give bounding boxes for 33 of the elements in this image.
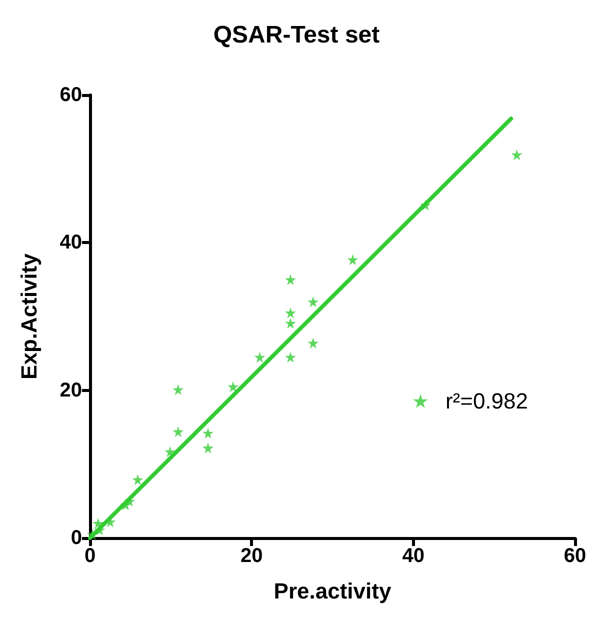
point (86, 528, 98, 540)
x-tick-label: 40 (402, 545, 424, 567)
point (284, 318, 296, 329)
x-axis-title: Pre.activity (274, 578, 392, 604)
point (124, 496, 136, 507)
y-tick-label: 60 (60, 84, 82, 106)
x-tick-label: 60 (564, 545, 586, 567)
point (228, 381, 239, 392)
y-tick-label: 20 (60, 379, 82, 402)
point (308, 338, 319, 349)
x-tick-label: 20 (240, 545, 263, 567)
point (172, 384, 184, 396)
point (132, 474, 144, 486)
point (347, 254, 358, 266)
point (284, 352, 296, 363)
x-tick-label: 0 (84, 545, 96, 567)
y-tick-label: 0 (70, 527, 82, 549)
point (164, 446, 176, 458)
legend-label: r²=0.982 (445, 388, 528, 414)
point (92, 518, 104, 529)
point (284, 274, 296, 286)
chart-title: QSAR-Test set (213, 22, 380, 48)
point (94, 524, 106, 536)
point (202, 428, 214, 439)
point (284, 307, 296, 318)
point (254, 352, 266, 363)
point (308, 296, 319, 308)
point (511, 149, 522, 160)
y-axis-title: Exp.Activity (16, 252, 42, 380)
point (172, 426, 184, 438)
y-tick-label: 40 (60, 232, 82, 254)
point (420, 200, 431, 211)
point (202, 442, 214, 454)
